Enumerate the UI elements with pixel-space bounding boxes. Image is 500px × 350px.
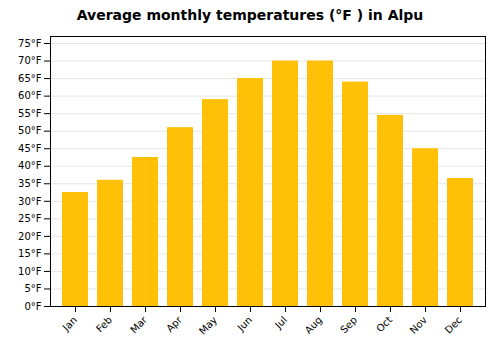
svg-text:Feb: Feb [94,314,114,334]
svg-text:Jan: Jan [60,314,79,333]
svg-text:Aug: Aug [303,314,325,336]
svg-text:15°F: 15°F [18,248,42,259]
svg-text:55°F: 55°F [18,108,42,119]
svg-text:10°F: 10°F [18,266,42,277]
svg-text:35°F: 35°F [18,178,42,189]
svg-text:Oct: Oct [374,314,394,334]
svg-text:Dec: Dec [443,314,464,335]
svg-text:Jun: Jun [235,314,255,334]
svg-text:60°F: 60°F [18,90,42,101]
svg-text:50°F: 50°F [18,125,42,136]
svg-text:5°F: 5°F [24,283,41,294]
svg-text:Jul: Jul [272,314,289,331]
svg-text:40°F: 40°F [18,160,42,171]
svg-text:Sep: Sep [338,314,359,335]
svg-text:75°F: 75°F [18,38,42,49]
svg-text:65°F: 65°F [18,73,42,84]
svg-text:Mar: Mar [128,314,150,336]
svg-text:0°F: 0°F [24,301,41,312]
svg-text:45°F: 45°F [18,143,42,154]
svg-text:Apr: Apr [164,314,185,335]
svg-text:70°F: 70°F [18,55,42,66]
svg-text:20°F: 20°F [18,231,42,242]
svg-text:25°F: 25°F [18,213,42,224]
svg-text:Nov: Nov [408,314,430,336]
svg-text:30°F: 30°F [18,196,42,207]
svg-text:May: May [197,314,219,336]
html-text:Average monthly temperatures (: Average monthly temperatures (°F ) in Al… [76,7,424,23]
